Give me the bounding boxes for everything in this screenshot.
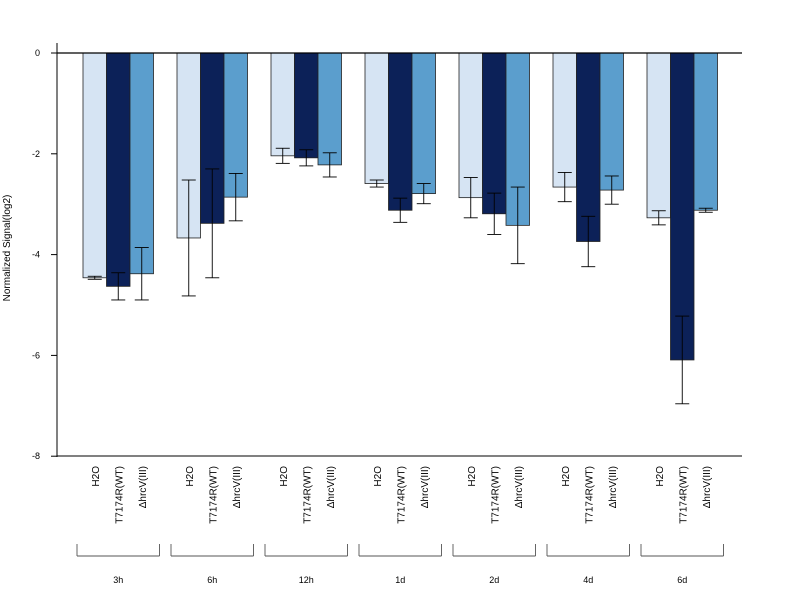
group-bracket bbox=[264, 544, 348, 557]
group-bracket bbox=[546, 544, 630, 557]
error-bar bbox=[299, 149, 314, 167]
bar-series bbox=[82, 52, 718, 361]
bar-label: H2O bbox=[561, 466, 572, 487]
bar bbox=[82, 52, 107, 279]
bar-label: ΔhrcV(III) bbox=[420, 466, 431, 508]
bar-label: T7174R(WT) bbox=[584, 466, 595, 524]
error-bar bbox=[322, 152, 337, 178]
bar-label: T7174R(WT) bbox=[208, 466, 219, 524]
error-bar bbox=[369, 179, 384, 188]
bar-label: H2O bbox=[373, 466, 384, 487]
bar bbox=[576, 52, 601, 242]
bar-label: ΔhrcV(III) bbox=[326, 466, 337, 508]
error-bar bbox=[675, 315, 690, 405]
error-bar bbox=[557, 171, 572, 203]
error-bar bbox=[111, 272, 126, 301]
group-label: 2d bbox=[489, 575, 499, 585]
group-bracket bbox=[170, 544, 254, 557]
bar-label: ΔhrcV(III) bbox=[514, 466, 525, 508]
bar bbox=[482, 52, 507, 215]
bar-label: ΔhrcV(III) bbox=[702, 466, 713, 508]
group-label: 1d bbox=[395, 575, 405, 585]
error-bar bbox=[416, 183, 431, 205]
error-bar bbox=[134, 247, 149, 301]
group-label: 4d bbox=[583, 575, 593, 585]
error-bar bbox=[581, 215, 596, 268]
bar-label: H2O bbox=[91, 466, 102, 487]
group-label: 6h bbox=[207, 575, 217, 585]
group-bracket bbox=[452, 544, 536, 557]
bar bbox=[106, 52, 131, 287]
bar bbox=[646, 52, 671, 219]
group-label: 3h bbox=[113, 575, 123, 585]
bar-label: T7174R(WT) bbox=[490, 466, 501, 524]
error-bar bbox=[393, 197, 408, 223]
category-labels: H2O T7174R(WT) ΔhrcV(III) H2O T7174R(WT) Δhrc… bbox=[91, 466, 713, 524]
bar-label: T7174R(WT) bbox=[302, 466, 313, 524]
bar bbox=[270, 52, 295, 157]
error-bar bbox=[228, 173, 243, 222]
bar-label: T7174R(WT) bbox=[678, 466, 689, 524]
bar-label: H2O bbox=[185, 466, 196, 487]
group-label: 6d bbox=[677, 575, 687, 585]
bar bbox=[693, 52, 718, 211]
group-bracket bbox=[640, 544, 724, 557]
bar-label: T7174R(WT) bbox=[396, 466, 407, 524]
bar-label: ΔhrcV(III) bbox=[138, 466, 149, 508]
error-bar bbox=[463, 177, 478, 219]
bar-label: ΔhrcV(III) bbox=[608, 466, 619, 508]
error-bar bbox=[510, 186, 525, 265]
group-bracket bbox=[358, 544, 442, 557]
y-axis-ticks: 0 -2 -4 -6 -8 bbox=[32, 48, 57, 461]
group-bracket bbox=[76, 544, 160, 557]
error-bar bbox=[275, 147, 290, 164]
group-label: 12h bbox=[299, 575, 314, 585]
bar bbox=[317, 52, 342, 166]
group-brackets: 3h 6h 12h 1d 2d 4d 6d bbox=[76, 544, 724, 585]
y-tick-label: 0 bbox=[35, 48, 40, 58]
bar-label: H2O bbox=[467, 466, 478, 487]
error-bar bbox=[604, 175, 619, 205]
bar bbox=[552, 52, 577, 188]
bar-label: H2O bbox=[655, 466, 666, 487]
error-bar bbox=[205, 168, 220, 279]
error-bar bbox=[651, 210, 666, 226]
y-tick-label: -6 bbox=[32, 350, 40, 360]
error-bar bbox=[181, 179, 196, 297]
y-tick-label: -8 bbox=[32, 451, 40, 461]
bar bbox=[364, 52, 389, 184]
bar bbox=[670, 52, 695, 361]
bar bbox=[458, 52, 483, 199]
bar bbox=[411, 52, 436, 195]
bar-label: T7174R(WT) bbox=[114, 466, 125, 524]
y-tick-label: -2 bbox=[32, 149, 40, 159]
error-bar bbox=[487, 192, 502, 235]
bar bbox=[599, 52, 624, 191]
error-bars bbox=[87, 147, 713, 405]
bar bbox=[388, 52, 413, 211]
y-tick-label: -4 bbox=[32, 250, 40, 260]
bar-label: ΔhrcV(III) bbox=[232, 466, 243, 508]
y-axis-title: Normalized Signal(log2) bbox=[2, 195, 13, 302]
error-bar bbox=[87, 275, 102, 280]
bar-label: H2O bbox=[279, 466, 290, 487]
error-bar bbox=[698, 207, 713, 213]
bar bbox=[129, 52, 154, 275]
bar bbox=[294, 52, 319, 159]
